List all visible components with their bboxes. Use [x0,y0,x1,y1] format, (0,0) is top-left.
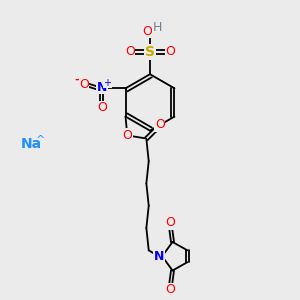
Text: N: N [97,81,107,94]
Text: +: + [103,78,111,88]
Text: O: O [122,129,132,142]
Text: ^: ^ [36,135,45,145]
Text: O: O [165,283,175,296]
Text: O: O [155,118,165,131]
Text: O: O [125,45,135,58]
Text: -: - [75,74,80,84]
Text: O: O [142,25,152,38]
Text: O: O [165,45,175,58]
Text: O: O [97,101,107,114]
Text: N: N [154,250,164,263]
Text: O: O [79,78,89,91]
Text: H: H [153,21,162,34]
Text: O: O [165,216,175,229]
Text: Na: Na [21,137,42,151]
Text: S: S [145,45,155,59]
